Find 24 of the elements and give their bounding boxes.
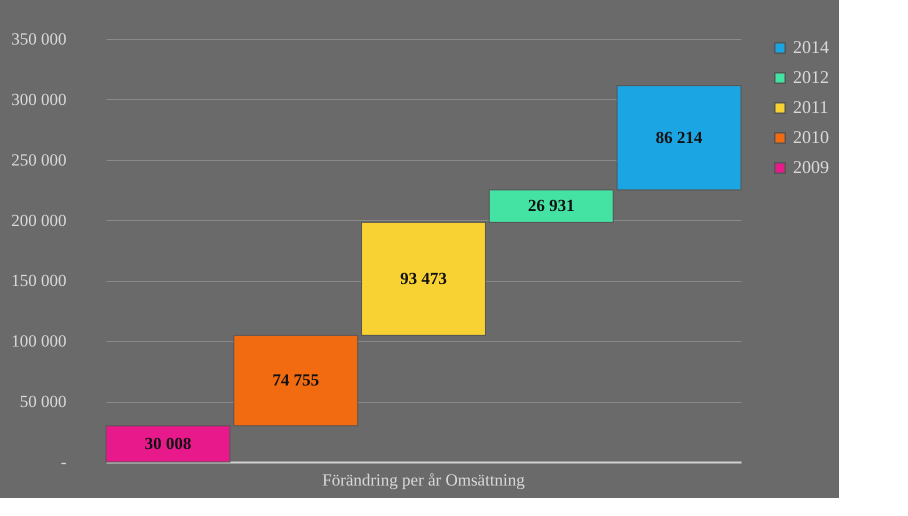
legend-label: 2010 <box>793 127 829 147</box>
legend-label: 2014 <box>793 37 829 57</box>
y-tick-label: 250 000 <box>11 150 66 170</box>
data-label: 93 473 <box>400 268 447 288</box>
legend-label: 2009 <box>793 157 829 177</box>
x-tick-label: Förändring per år Omsättning <box>322 470 526 490</box>
bar <box>616 85 742 190</box>
data-label: 74 755 <box>272 370 320 390</box>
y-tick-label: 100 000 <box>11 332 66 351</box>
bar <box>233 334 358 426</box>
y-tick-label: 150 000 <box>11 271 66 290</box>
y-tick-label: 200 000 <box>11 210 66 230</box>
y-tick-label: - <box>60 452 67 472</box>
data-label: 86 214 <box>656 128 703 147</box>
legend-label: 2011 <box>793 97 828 117</box>
legend-label: 2012 <box>793 67 829 87</box>
y-tick-label: 300 000 <box>11 90 66 109</box>
bar <box>488 189 614 223</box>
data-label: 30 008 <box>144 434 192 453</box>
y-tick-label: 50 000 <box>20 392 66 412</box>
data-label: 26 931 <box>528 196 575 216</box>
bar <box>106 425 230 462</box>
bar <box>361 222 486 336</box>
y-tick-label: 350 000 <box>11 30 66 48</box>
